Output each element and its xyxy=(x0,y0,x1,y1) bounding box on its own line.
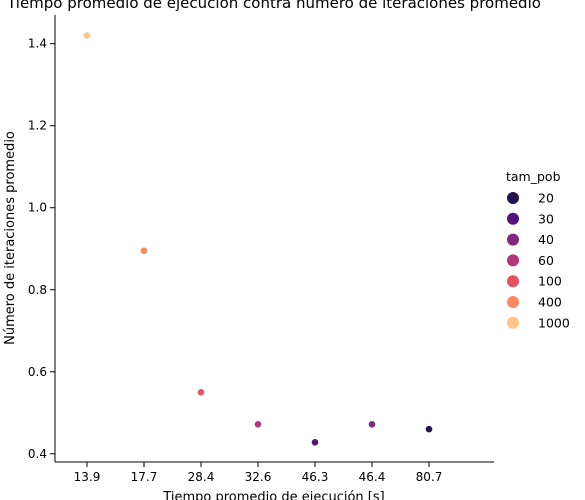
legend-marker xyxy=(507,254,519,267)
y-tick-label: 1.4 xyxy=(28,37,47,51)
legend-item: 100 xyxy=(507,274,562,289)
x-tick-label: 28.4 xyxy=(188,470,215,484)
y-tick-label: 0.4 xyxy=(28,447,47,461)
legend-label: 40 xyxy=(538,232,554,247)
legend-label: 400 xyxy=(538,295,562,310)
x-tick-label: 46.4 xyxy=(359,470,386,484)
legend-title: tam_pob xyxy=(506,169,561,184)
legend-item: 60 xyxy=(507,253,554,268)
legend-item: 40 xyxy=(507,232,554,247)
x-tick-label: 32.6 xyxy=(245,470,272,484)
legend-label: 30 xyxy=(538,211,554,226)
legend-item: 20 xyxy=(507,191,554,206)
legend-marker xyxy=(507,212,519,225)
data-point xyxy=(368,420,376,429)
legend-label: 20 xyxy=(538,191,554,206)
y-tick-label: 0.6 xyxy=(28,365,47,379)
legend-label: 60 xyxy=(538,253,554,268)
y-tick-label: 1.2 xyxy=(28,119,47,133)
legend-label: 1000 xyxy=(538,315,570,330)
data-point xyxy=(311,438,319,447)
x-axis-label: Tiempo promedio de ejecución [s] xyxy=(162,490,384,500)
data-point xyxy=(197,388,205,397)
data-point xyxy=(254,420,262,429)
legend-marker xyxy=(507,233,519,246)
legend-label: 100 xyxy=(538,274,562,289)
data-point xyxy=(83,31,91,40)
y-tick-label: 0.8 xyxy=(28,283,47,297)
legend-item: 1000 xyxy=(507,315,570,330)
data-point xyxy=(140,246,148,255)
chart-title: Tiempo promedio de ejecución contra núme… xyxy=(6,0,541,12)
x-tick-label: 17.7 xyxy=(131,470,158,484)
legend-marker xyxy=(507,296,519,308)
y-axis-label: Número de iteraciones promedio xyxy=(3,131,18,345)
x-tick-label: 46.3 xyxy=(302,470,329,484)
legend-item: 400 xyxy=(507,295,562,310)
plot-area xyxy=(83,31,433,447)
legend-item: 30 xyxy=(507,211,554,226)
legend-marker xyxy=(507,192,519,204)
legend: tam_pob 20 30 40 60 100 400 1000 xyxy=(506,169,570,330)
data-point xyxy=(425,425,433,434)
x-tick-label: 13.9 xyxy=(74,470,101,484)
legend-marker xyxy=(507,275,519,288)
x-tick-label: 80.7 xyxy=(416,470,443,484)
legend-marker xyxy=(507,316,519,329)
y-tick-label: 1.0 xyxy=(28,201,47,215)
